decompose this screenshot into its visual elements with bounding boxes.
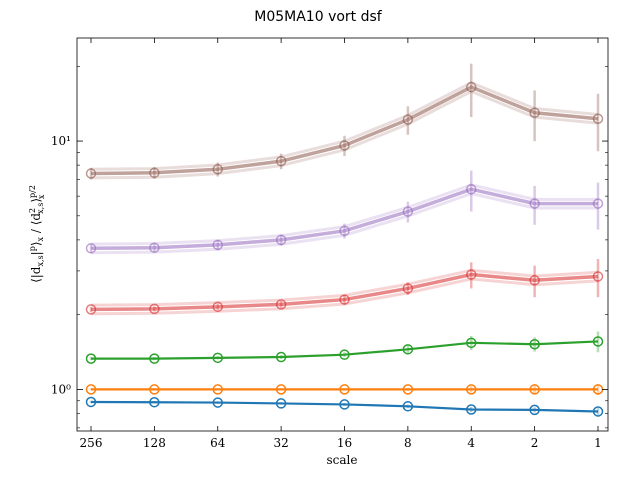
data-point bbox=[85, 304, 97, 315]
data-point bbox=[466, 183, 477, 195]
data-point bbox=[212, 352, 223, 364]
x-tick-label: 256 bbox=[80, 436, 103, 450]
data-point bbox=[85, 353, 97, 364]
data-point bbox=[149, 384, 160, 395]
data-point bbox=[402, 283, 414, 294]
series-0 bbox=[85, 396, 604, 417]
data-point bbox=[149, 167, 160, 179]
plot-frame bbox=[76, 37, 609, 432]
data-point bbox=[85, 396, 97, 408]
data-point bbox=[529, 384, 540, 395]
data-point bbox=[275, 155, 287, 167]
data-point bbox=[212, 301, 223, 313]
data-point bbox=[212, 384, 223, 395]
data-point bbox=[212, 163, 223, 175]
x-tick-label: 2 bbox=[531, 436, 539, 450]
x-tick-label: 4 bbox=[467, 436, 475, 450]
data-point bbox=[339, 294, 350, 305]
series-line bbox=[91, 340, 599, 360]
x-tick-label: 32 bbox=[273, 436, 288, 450]
data-point bbox=[529, 198, 540, 209]
data-point bbox=[85, 243, 97, 254]
data-point bbox=[529, 404, 540, 416]
data-point bbox=[212, 397, 223, 408]
series-5 bbox=[85, 63, 604, 180]
y-tick-label: 10⁰ bbox=[51, 382, 71, 396]
data-point bbox=[212, 239, 223, 251]
data-point bbox=[466, 384, 477, 395]
data-point bbox=[592, 271, 604, 282]
x-tick-label: 64 bbox=[210, 436, 226, 450]
data-point bbox=[402, 344, 414, 355]
data-point bbox=[339, 225, 350, 237]
data-point bbox=[466, 81, 477, 93]
data-point bbox=[275, 234, 287, 246]
series-line bbox=[90, 400, 599, 413]
data-point bbox=[592, 336, 604, 347]
chart-title: M05MA10 vort dsf bbox=[254, 9, 383, 25]
data-point bbox=[529, 107, 540, 119]
data-point bbox=[402, 401, 414, 412]
series-1 bbox=[85, 384, 604, 395]
series-line bbox=[90, 187, 598, 251]
data-point bbox=[592, 113, 604, 124]
x-tick-label: 8 bbox=[404, 436, 412, 450]
y-tick-label: 10¹ bbox=[51, 134, 71, 148]
data-point bbox=[466, 404, 477, 415]
data-point bbox=[275, 351, 287, 363]
series-3 bbox=[85, 259, 604, 316]
data-point bbox=[402, 114, 414, 125]
series-line bbox=[90, 85, 599, 176]
data-point bbox=[275, 398, 287, 409]
data-point bbox=[529, 338, 540, 350]
data-point bbox=[149, 353, 160, 364]
data-point bbox=[339, 384, 350, 395]
data-point bbox=[466, 269, 477, 280]
svg-text:⟨|dx,s|p⟩x / ⟨d2x,s⟩p/2x: ⟨|dx,s|p⟩x / ⟨d2x,s⟩p/2x bbox=[28, 185, 46, 283]
data-point bbox=[402, 384, 414, 395]
data-point bbox=[592, 406, 604, 417]
data-point bbox=[85, 168, 97, 179]
data-point bbox=[149, 242, 160, 253]
series-4 bbox=[85, 170, 604, 255]
series-spread-line bbox=[90, 81, 599, 171]
y-axis-label: ⟨|dx,s|p⟩x / ⟨d2x,s⟩p/2x bbox=[28, 185, 46, 283]
series-line bbox=[90, 272, 599, 312]
series-2 bbox=[85, 331, 604, 364]
data-point bbox=[149, 303, 160, 315]
data-point bbox=[275, 384, 287, 395]
data-point bbox=[339, 140, 350, 151]
x-tick-label: 128 bbox=[143, 436, 166, 450]
x-axis-label: scale bbox=[327, 453, 358, 467]
data-point bbox=[275, 299, 287, 310]
data-point bbox=[339, 399, 350, 410]
x-tick-label: 1 bbox=[594, 436, 602, 450]
data-point bbox=[85, 384, 97, 395]
data-point bbox=[339, 349, 350, 360]
data-point bbox=[402, 206, 414, 217]
data-point bbox=[466, 337, 477, 349]
data-point bbox=[149, 396, 160, 408]
data-point bbox=[592, 198, 604, 209]
data-point bbox=[529, 275, 540, 286]
x-tick-label: 16 bbox=[337, 436, 352, 450]
